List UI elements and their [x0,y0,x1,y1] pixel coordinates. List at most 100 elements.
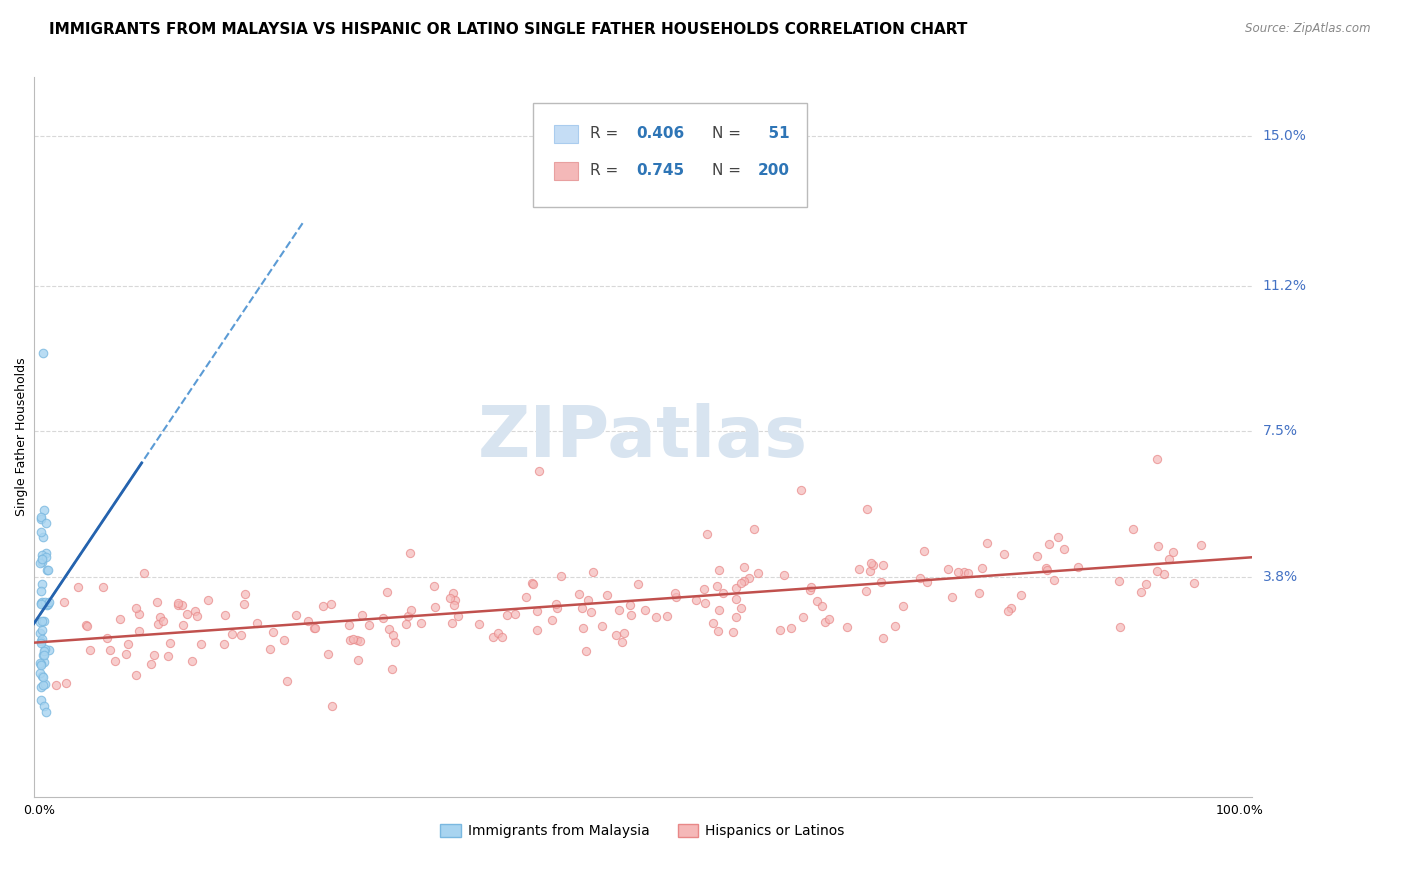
Point [872,558,894,573]
Point [1067,560,1090,574]
Point [941,590,963,604]
Point [789,483,811,498]
Point [233,587,256,601]
Point [1146,564,1168,578]
Point [441,586,464,600]
Point [496,608,519,623]
Point [31,595,53,609]
Point [1153,566,1175,581]
Point [152,614,174,628]
Point [375,584,398,599]
Point [30,510,52,524]
Point [467,616,489,631]
Point [197,592,219,607]
Point [32,345,55,359]
Point [779,620,801,634]
Point [399,546,422,560]
Point [312,599,335,613]
Point [993,547,1015,561]
Point [1108,620,1130,634]
Point [35,549,58,564]
Point [35,563,58,577]
Point [579,605,602,619]
Point [337,618,360,632]
Point [526,623,548,637]
Point [28,615,51,629]
Point [37,598,59,612]
Point [730,575,752,590]
Point [221,627,243,641]
Point [967,586,990,600]
Point [146,595,169,609]
Point [246,616,269,631]
Point [34,655,56,669]
Point [32,648,55,662]
Point [696,527,718,541]
Point [34,676,56,690]
Point [378,622,401,636]
Point [30,556,52,570]
Text: 7.5%: 7.5% [1263,425,1298,438]
Point [711,586,734,600]
Text: IMMIGRANTS FROM MALAYSIA VS HISPANIC OR LATINO SINGLE FATHER HOUSEHOLDS CORRELAT: IMMIGRANTS FROM MALAYSIA VS HISPANIC OR … [49,22,967,37]
Point [799,581,821,595]
Point [1000,601,1022,615]
Point [685,592,707,607]
Point [855,502,877,516]
Point [730,601,752,615]
Point [527,463,550,477]
Point [724,591,747,606]
Point [550,568,572,582]
Point [347,653,370,667]
Point [30,636,52,650]
Point [37,597,59,611]
Point [381,627,404,641]
Point [1182,575,1205,590]
Point [859,556,882,570]
Text: 3.8%: 3.8% [1263,570,1298,583]
Point [725,610,748,624]
Point [655,608,678,623]
Point [214,608,236,623]
Point [706,579,728,593]
Point [156,649,179,664]
Point [620,607,643,622]
Text: 15.0%: 15.0% [1263,129,1306,144]
Point [352,607,374,622]
Point [862,558,884,572]
Point [443,593,465,607]
Point [28,625,51,640]
Point [30,680,52,694]
Point [572,621,595,635]
Point [31,668,53,682]
Point [117,638,139,652]
Point [1161,545,1184,559]
Point [30,658,52,673]
Point [384,635,406,649]
Point [482,630,505,644]
Point [1025,549,1047,563]
Point [262,625,284,640]
Point [67,580,90,594]
Point [976,535,998,549]
Point [447,609,470,624]
Point [541,613,564,627]
Point [799,582,821,597]
Point [31,552,53,566]
Point [707,563,730,577]
Point [30,692,52,706]
Point [149,610,172,624]
Point [568,587,591,601]
Text: R =: R = [591,126,623,141]
Point [742,522,765,536]
Point [34,644,56,658]
Point [302,621,325,635]
Point [575,644,598,658]
Point [396,608,419,623]
Point [128,607,150,621]
Point [576,592,599,607]
Point [1189,538,1212,552]
Text: R =: R = [591,163,623,178]
Point [817,612,839,626]
Point [917,575,939,590]
